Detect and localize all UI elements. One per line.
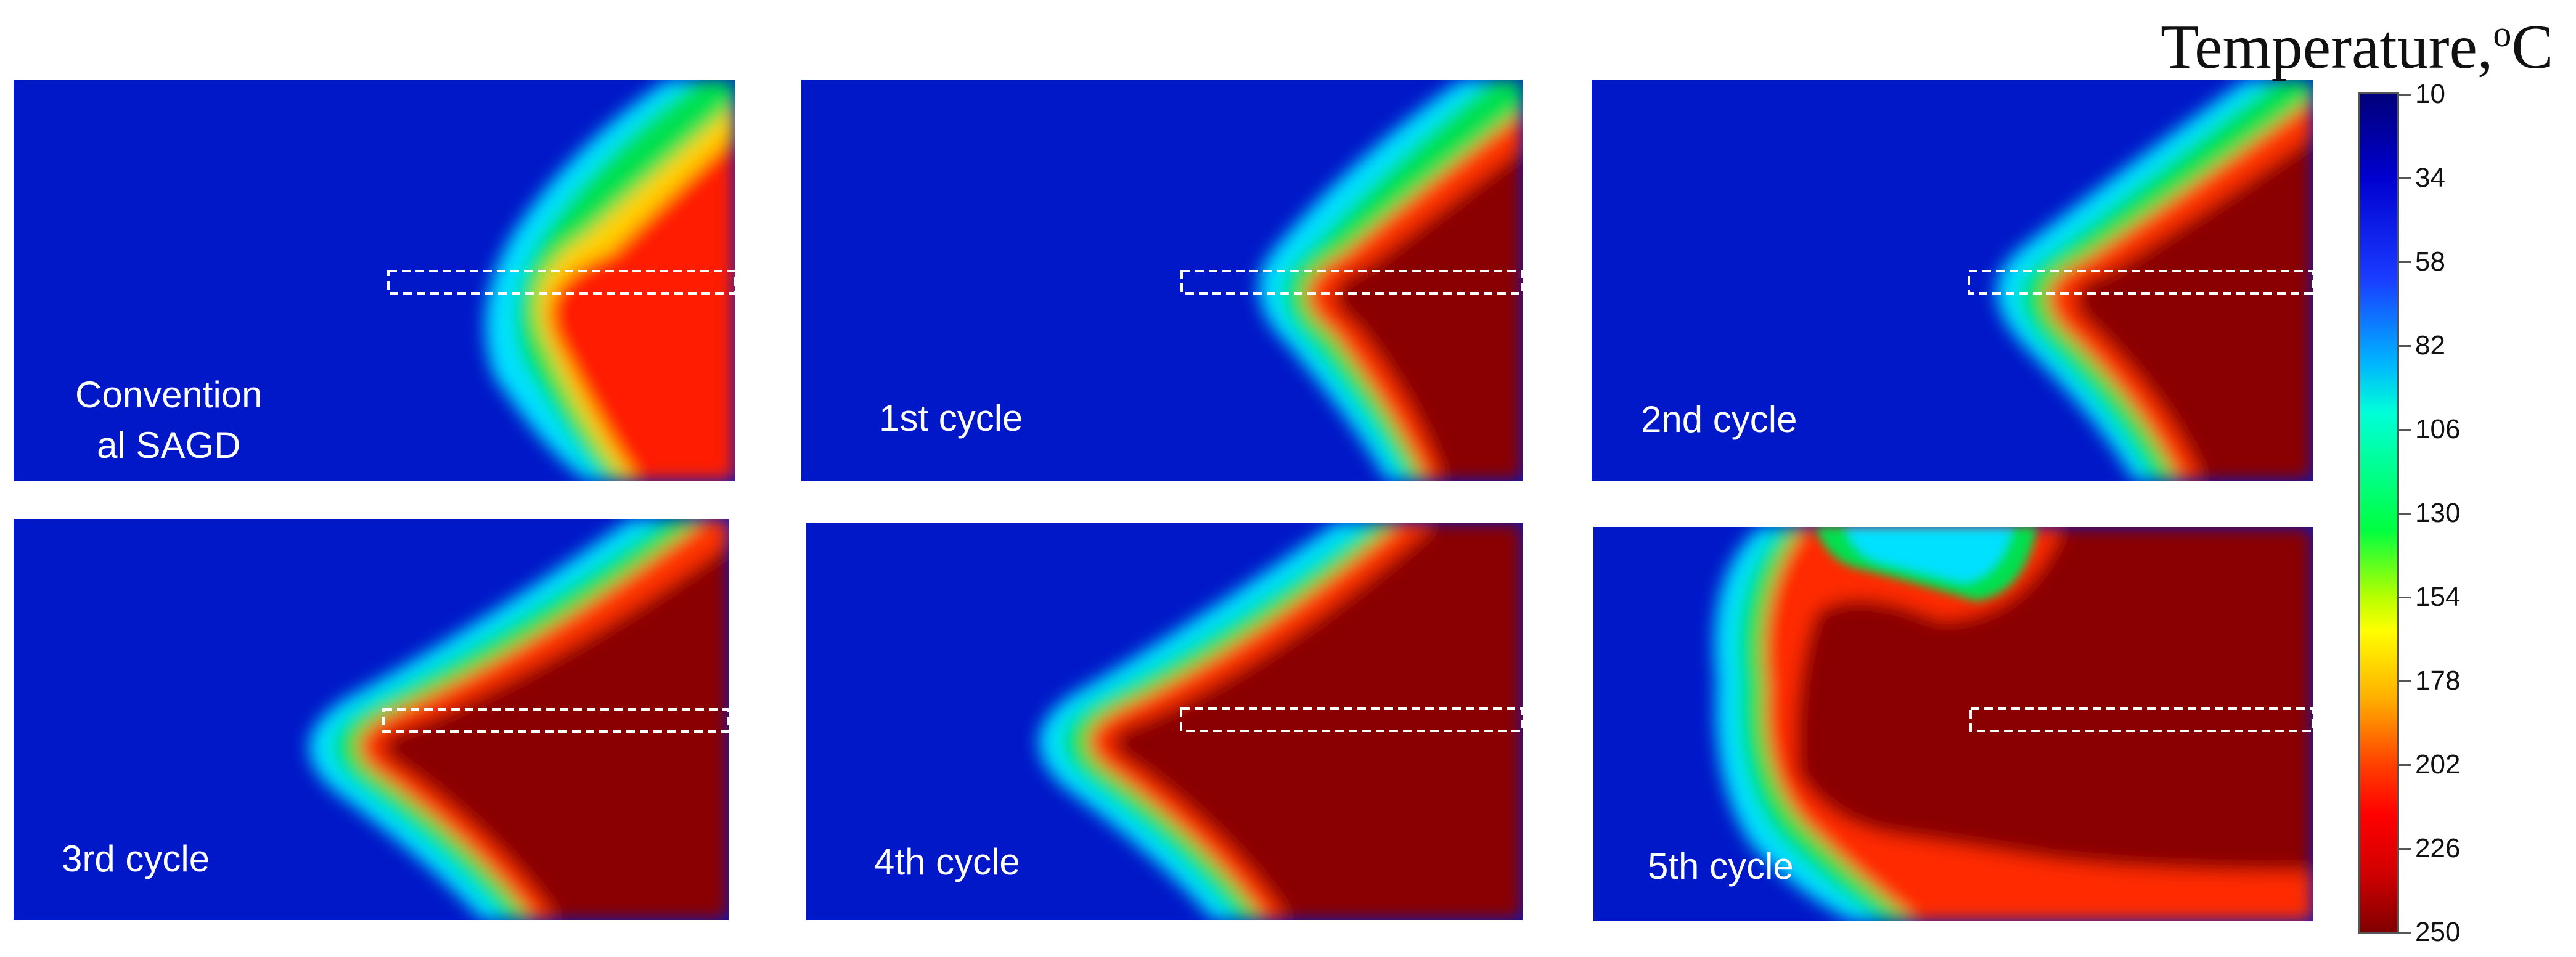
colorbar-tick: [2397, 680, 2411, 682]
colorbar-tick: [2397, 513, 2411, 515]
well-pair-marker: [387, 270, 735, 295]
panel-1st-cycle: 1st cycle: [801, 80, 1523, 481]
temperature-field-2nd-cycle: [1592, 80, 2313, 481]
legend-unit: C: [2511, 12, 2554, 82]
well-pair-marker: [1968, 270, 2313, 295]
colorbar-tick: [2397, 848, 2411, 850]
colorbar-tick: [2397, 597, 2411, 598]
temperature-field-conventional: [14, 80, 735, 481]
colorbar-tick: [2397, 177, 2411, 179]
panel-label: 3rd cycle: [62, 838, 210, 879]
colorbar-tick: [2397, 261, 2411, 263]
colorbar-tick: [2397, 429, 2411, 431]
colorbar-tick-label: 178: [2415, 666, 2461, 696]
temperature-colorbar: [2358, 92, 2399, 934]
colorbar-tick-label: 154: [2415, 582, 2461, 612]
legend-title-text: Temperature,: [2161, 12, 2493, 82]
colorbar-tick-label: 34: [2415, 163, 2445, 193]
colorbar-tick: [2397, 932, 2411, 934]
panel-4th-cycle: 4th cycle: [806, 523, 1523, 920]
panel-2nd-cycle: 2nd cycle: [1592, 80, 2313, 481]
colorbar-tick-label: 82: [2415, 330, 2445, 360]
colorbar-tick-label: 250: [2415, 917, 2461, 947]
panel-label: 2nd cycle: [1641, 399, 1797, 440]
panel-label: 1st cycle: [879, 397, 1023, 439]
panel-label: Convention al SAGD: [75, 370, 263, 471]
well-pair-marker: [382, 708, 729, 733]
panel-label-line1: Convention: [75, 374, 263, 415]
legend-unit-sup: o: [2493, 14, 2512, 54]
colorbar-tick-label: 130: [2415, 498, 2461, 528]
colorbar-tick-label: 58: [2415, 246, 2445, 277]
temperature-field-5th-cycle: [1593, 527, 2313, 921]
well-pair-marker: [1180, 270, 1523, 295]
colorbar-tick: [2397, 345, 2411, 347]
panel-3rd-cycle: 3rd cycle: [14, 519, 729, 920]
temperature-field-4th-cycle: [806, 523, 1523, 920]
panel-conventional-sagd: Convention al SAGD: [14, 80, 735, 481]
colorbar-tick-label: 10: [2415, 79, 2445, 109]
temperature-field-1st-cycle: [801, 80, 1523, 481]
panel-label: 5th cycle: [1648, 845, 1794, 887]
well-pair-marker: [1180, 707, 1523, 732]
colorbar-tick: [2397, 94, 2411, 96]
colorbar-tick: [2397, 764, 2411, 766]
colorbar-tick-label: 226: [2415, 833, 2461, 863]
panel-label-line2: al SAGD: [97, 425, 241, 466]
colorbar-tick-label: 202: [2415, 749, 2461, 780]
colorbar-tick-label: 106: [2415, 414, 2461, 444]
temperature-field-3rd-cycle: [14, 519, 729, 920]
legend-title: Temperature,oC: [2161, 0, 2553, 81]
panel-5th-cycle: 5th cycle: [1593, 527, 2313, 921]
panel-label: 4th cycle: [874, 841, 1020, 882]
well-pair-marker: [1969, 707, 2313, 732]
